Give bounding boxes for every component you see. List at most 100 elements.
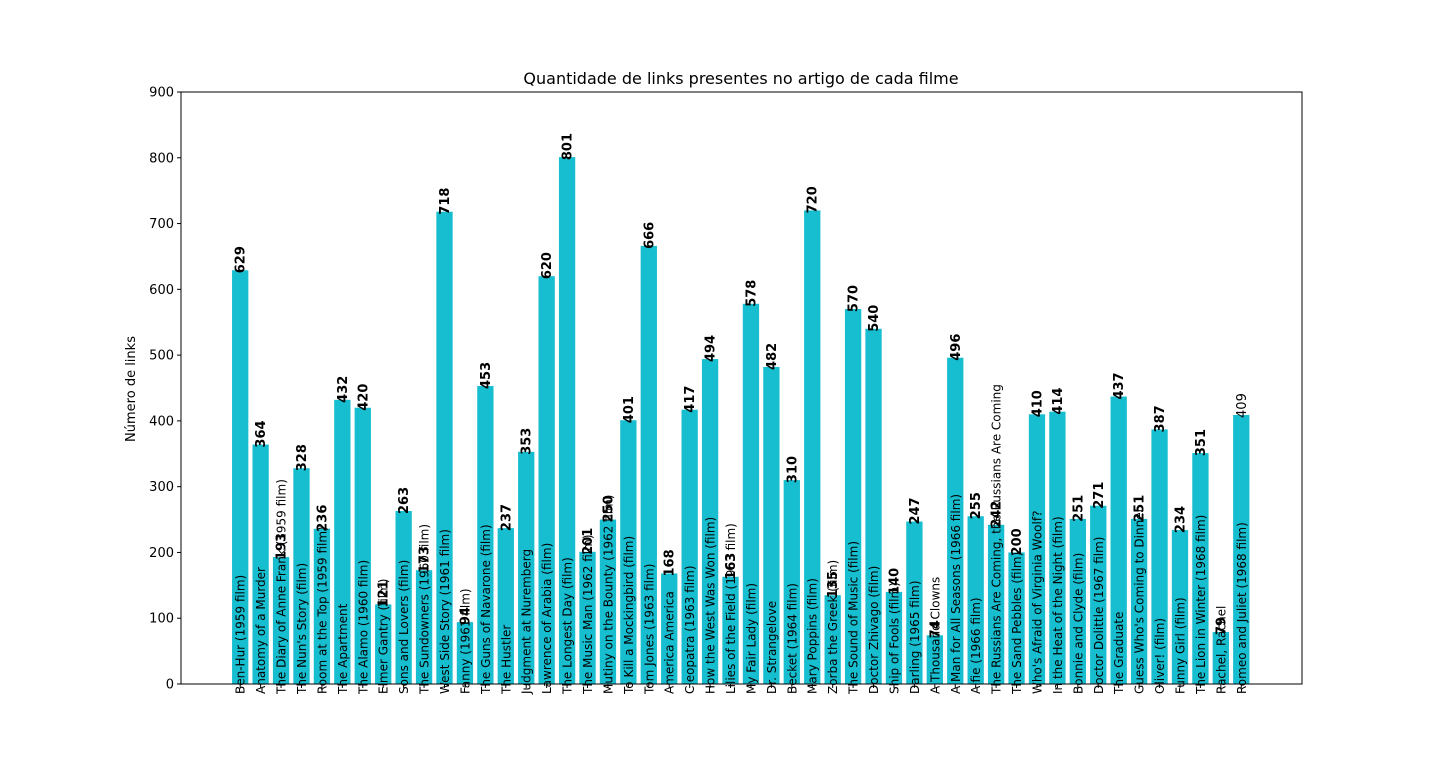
- value-label: 496: [949, 334, 964, 361]
- bar: [722, 576, 739, 684]
- value-label: 410: [1030, 390, 1045, 417]
- value-label: 629: [234, 246, 249, 273]
- value-label: 251: [1071, 495, 1086, 522]
- bar: [1090, 505, 1107, 684]
- bar: [1008, 552, 1025, 684]
- value-label: 666: [642, 222, 657, 249]
- category-label: Fanny (1961 film): [458, 588, 472, 694]
- bar: [538, 276, 555, 684]
- bar: [1028, 414, 1046, 684]
- value-label: 353: [520, 428, 535, 455]
- value-label: 200: [1010, 528, 1025, 555]
- category-label: The Apartment: [336, 603, 350, 695]
- category-label: The Sand Pebbles (film): [1010, 552, 1024, 695]
- chart-title: Quantidade de links presentes no artigo …: [523, 69, 958, 88]
- value-label: 620: [540, 252, 555, 279]
- category-label: The Graduate: [1112, 612, 1126, 695]
- value-label: 135: [826, 571, 841, 598]
- category-label: Lilies of the Field (1963 film): [724, 523, 738, 694]
- category-label: Dr. Strangelove: [765, 601, 779, 694]
- category-label: West Side Story (1961 film): [438, 529, 452, 694]
- bar: [232, 270, 249, 684]
- category-label: Cleopatra (1963 film): [683, 565, 697, 694]
- category-label: In the Heat of the Night (film): [1051, 516, 1065, 694]
- category-label: The Sundowners (1960 film): [418, 524, 432, 695]
- category-label: Becket (1964 film): [785, 583, 799, 694]
- value-label: 250: [601, 495, 616, 522]
- bar: [1069, 518, 1086, 684]
- value-label: 271: [1092, 482, 1107, 509]
- category-label: Funny Girl (film): [1173, 597, 1187, 694]
- value-label: 74: [928, 620, 943, 638]
- value-label: 801: [561, 133, 576, 160]
- bar: [804, 210, 821, 684]
- category-label: Alfie (1966 film): [969, 597, 983, 694]
- bar: [599, 519, 617, 684]
- bar: [354, 407, 371, 684]
- bar: [1171, 530, 1189, 684]
- bar: [701, 359, 719, 684]
- value-label: 364: [254, 420, 269, 447]
- category-label: Zorba the Greek (film): [826, 560, 840, 694]
- category-label: The Diary of Anne Frank (1959 film): [275, 479, 289, 695]
- category-label: Mary Poppins (film): [806, 578, 820, 694]
- bar: [885, 591, 903, 684]
- bar: [1192, 453, 1209, 684]
- category-labels: Ben-Hur (1959 film) Anatomy of a Murder Th…: [234, 384, 1249, 695]
- value-label: 234: [1173, 506, 1188, 533]
- y-axis-label: Número de links: [124, 336, 139, 442]
- value-label: 432: [336, 376, 351, 403]
- value-label: 121: [377, 580, 392, 607]
- y-tick-label: 300: [149, 480, 174, 495]
- bar: [252, 444, 269, 684]
- bar: [763, 366, 780, 684]
- bar: [334, 399, 351, 684]
- category-label: Ben-Hur (1959 film): [234, 575, 248, 694]
- value-label: 94: [458, 607, 473, 625]
- category-label: Ship of Fools (film): [887, 582, 901, 694]
- category-label: The Guns of Navarone (film): [479, 524, 493, 695]
- value-label: 310: [785, 456, 800, 483]
- value-label: 453: [479, 362, 494, 389]
- category-label: The Longest Day (film): [561, 557, 575, 695]
- bar: [272, 557, 290, 684]
- value-label: 140: [887, 568, 902, 595]
- value-label: 163: [724, 553, 739, 580]
- y-tick-label: 200: [149, 546, 174, 561]
- value-label: 242: [990, 501, 1005, 528]
- bar: [579, 551, 596, 684]
- category-label: Darling (1965 film): [908, 580, 922, 694]
- bar: [844, 309, 862, 684]
- category-label: Elmer Gantry (film): [377, 579, 391, 695]
- bar: [497, 528, 514, 684]
- y-tick-label: 600: [149, 283, 174, 298]
- category-label: A Thousand Clowns: [928, 577, 942, 694]
- category-label: Guess Who's Coming to Dinner: [1133, 507, 1147, 694]
- y-tick-label: 500: [149, 349, 174, 364]
- y-tick-label: 900: [149, 86, 174, 101]
- category-label: The Music Man (1962 film): [581, 534, 595, 695]
- bar: [1212, 632, 1229, 684]
- bar: [824, 595, 841, 684]
- bar: [865, 328, 882, 684]
- category-label: How the West Was Won (film): [704, 517, 718, 694]
- value-label: 251: [1133, 495, 1148, 522]
- bar: [477, 386, 494, 684]
- bar: [313, 528, 331, 684]
- y-axis: 0 100 200 300 400 500 600 700 800 900: [149, 86, 181, 693]
- category-label: Who's Afraid of Virginia Woolf?: [1030, 511, 1044, 694]
- value-label: 79: [1214, 617, 1229, 635]
- value-label: 247: [908, 497, 923, 524]
- category-label: Anatomy of a Murder: [254, 567, 268, 694]
- category-label: The Lion in Winter (1968 film): [1194, 515, 1208, 695]
- value-label: 201: [581, 528, 596, 555]
- value-label: 168: [663, 549, 678, 576]
- category-label: To Kill a Mockingbird (film): [622, 536, 636, 695]
- category-label: The Alamo (1960 film): [356, 560, 370, 695]
- bar: [1233, 414, 1250, 684]
- bar: [456, 622, 474, 684]
- y-tick-label: 0: [166, 678, 174, 693]
- bar: [518, 451, 535, 684]
- value-label: 578: [744, 280, 759, 307]
- bar: [1130, 518, 1148, 684]
